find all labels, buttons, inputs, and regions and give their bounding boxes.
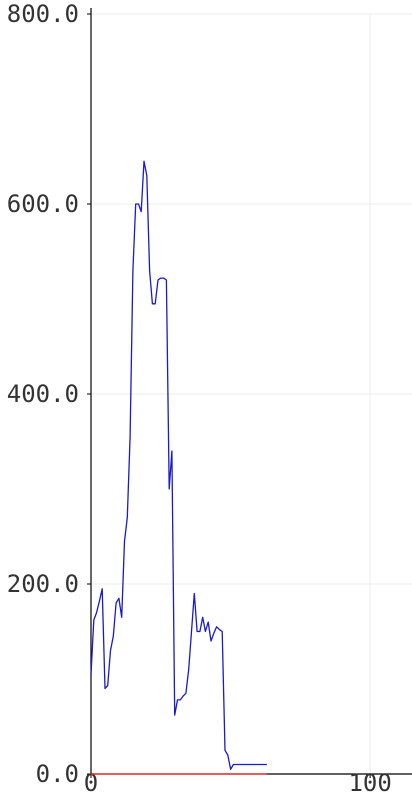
data-series [90,160,267,775]
x-tick-label: 0 [84,769,98,797]
y-tick-label: 600.0 [7,190,79,218]
axes [90,8,412,775]
y-tick-label: 200.0 [7,570,79,598]
tick-marks [87,13,371,778]
y-tick-label: 800.0 [7,0,79,28]
tick-labels: 0.0 200.0 400.0 600.0 800.0 0 100 [7,0,392,797]
y-tick-label: 0.0 [36,760,79,788]
grid-lines [90,13,412,775]
y-tick-label: 400.0 [7,380,79,408]
x-tick-label: 100 [348,769,391,797]
series-line-0 [90,160,267,770]
